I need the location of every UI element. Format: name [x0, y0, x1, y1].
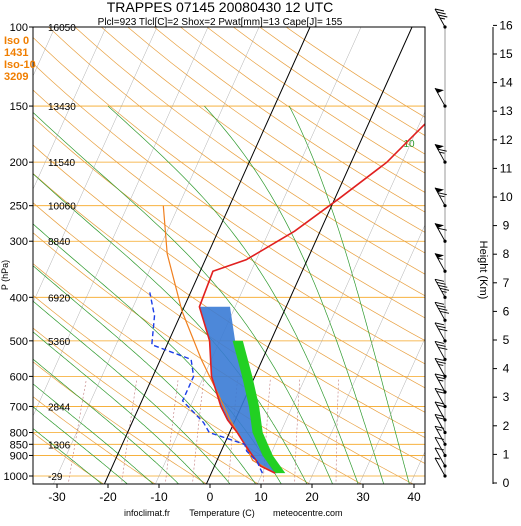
height-tick-label: 8 [503, 247, 510, 261]
pressure-tick-label: 200 [10, 157, 28, 169]
y2-axis-label: Height (Km) [477, 241, 489, 300]
iso10-value: 3209 [4, 71, 28, 83]
temperature-tick-label: -10 [150, 490, 168, 504]
pressure-tick-label: 150 [10, 101, 28, 113]
height-tick-label: 3 [503, 390, 510, 404]
standard-height-label: 2844 [48, 402, 71, 413]
height-tick-label: 12 [499, 133, 513, 147]
iso10-label: Iso-10 [4, 59, 36, 71]
height-tick-label: 9 [503, 219, 510, 233]
temperature-tick-label: -30 [48, 490, 66, 504]
height-tick-label: 2 [503, 419, 510, 433]
standard-height-label: 5360 [48, 337, 71, 348]
standard-height-label: 1306 [48, 440, 71, 451]
height-tick-label: 7 [503, 276, 510, 290]
height-tick-label: 11 [500, 161, 513, 175]
pressure-tick-label: 500 [10, 336, 28, 348]
standard-height-label: 13430 [48, 102, 76, 113]
height-tick-label: 4 [503, 362, 510, 376]
pressure-tick-label: 400 [10, 292, 28, 304]
height-tick-label: 6 [503, 304, 510, 318]
iso0-value: 1431 [4, 47, 28, 59]
pressure-tick-label: 100 [10, 22, 28, 34]
height-tick-label: 14 [499, 76, 513, 90]
pressure-tick-label: 1000 [4, 471, 28, 483]
height-tick-label: 0 [503, 476, 510, 490]
standard-height-label: 11540 [48, 158, 76, 169]
standard-height-label: 16050 [48, 23, 76, 34]
temperature-tick-label: 40 [407, 490, 421, 504]
height-tick-label: 10 [499, 190, 513, 204]
temperature-tick-label: -20 [99, 490, 117, 504]
pressure-tick-label: 800 [10, 427, 28, 439]
standard-height-label: 6920 [48, 293, 71, 304]
height-tick-label: 15 [499, 47, 513, 61]
pressure-tick-label: 300 [10, 236, 28, 248]
pressure-tick-label: 250 [10, 201, 28, 213]
y-axis-label: P (hPa) [0, 260, 10, 290]
footer-right: meteocentre.com [273, 508, 343, 518]
height-tick-label: 5 [503, 333, 510, 347]
height-tick-label: 1 [503, 447, 510, 461]
temperature-tick-label: 0 [207, 490, 214, 504]
pressure-tick-label: 600 [10, 371, 28, 383]
temperature-tick-label: 10 [254, 490, 268, 504]
height-tick-label: 13 [499, 104, 513, 118]
height-tick-label: 16 [499, 18, 513, 32]
chart-title: TRAPPES 07145 20080430 12 UTC [107, 0, 333, 15]
standard-height-label: 10060 [48, 202, 76, 213]
footer-left: infoclimat.fr [124, 508, 170, 518]
pressure-tick-label: 900 [10, 450, 28, 462]
x-axis-label: Temperature (C) [189, 508, 255, 518]
pressure-tick-label: 700 [10, 401, 28, 413]
iso0-label: Iso 0 [4, 35, 29, 47]
chart-subtitle: Plcl=923 Tlcl[C]=2 Shox=2 Pwat[mm]=13 Ca… [98, 17, 343, 28]
temperature-tick-label: 20 [305, 490, 319, 504]
standard-height-label: 8840 [48, 237, 71, 248]
temperature-tick-label: 30 [356, 490, 370, 504]
standard-height-label: -29 [48, 472, 63, 483]
